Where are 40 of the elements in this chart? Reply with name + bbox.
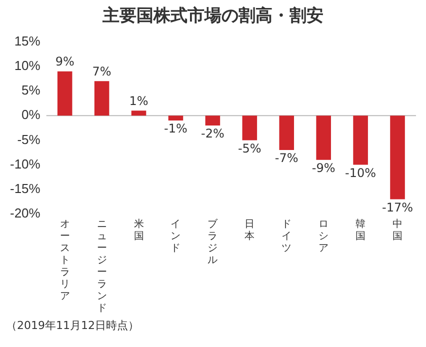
y-tick-label: 15% <box>14 33 41 48</box>
x-tick-label: ブラジル <box>208 218 219 266</box>
x-tick-label: ドイツ <box>282 218 292 254</box>
data-label: 1% <box>129 94 148 108</box>
bar <box>316 116 331 160</box>
x-tick-label: オーストラリア <box>60 218 70 302</box>
y-tick-label: -20% <box>10 206 41 221</box>
chart-title: 主要国株式市場の割高・割安 <box>102 5 324 28</box>
bar <box>242 116 258 140</box>
data-label: -2% <box>201 126 224 141</box>
y-tick-label: -10% <box>10 156 41 172</box>
x-tick-label: 米国 <box>134 218 144 242</box>
bar <box>205 116 220 126</box>
data-label: -17% <box>382 200 414 214</box>
bar <box>279 116 294 150</box>
data-label: -1% <box>164 122 188 136</box>
data-label: -5% <box>238 141 262 156</box>
data-label: 7% <box>92 64 112 78</box>
text: （2019年11月12日時点） <box>6 318 140 333</box>
data-label: -7% <box>274 151 298 166</box>
bar <box>168 116 184 121</box>
x-tick-label: インド <box>170 218 181 254</box>
y-tick-label: -5% <box>17 132 41 147</box>
x-tick-label: ニュージーランド <box>96 218 107 314</box>
x-tick-label: 中国 <box>392 218 403 242</box>
y-tick-label: -15% <box>10 180 41 196</box>
x-tick-label: 韓国 <box>356 218 366 242</box>
y-tick-label: 0% <box>22 107 41 122</box>
bar <box>57 71 72 116</box>
bar <box>131 110 146 116</box>
data-label: 9% <box>55 54 74 68</box>
bar <box>353 116 368 165</box>
x-tick-label: ロシア <box>318 218 329 254</box>
y-tick-label: 10% <box>14 58 41 73</box>
bar <box>390 116 405 200</box>
data-label: -10% <box>345 166 376 180</box>
x-tick-label: 日本 <box>244 218 255 242</box>
bar <box>94 81 110 116</box>
data-label: -9% <box>312 161 336 176</box>
y-tick-label: 5% <box>22 82 41 98</box>
